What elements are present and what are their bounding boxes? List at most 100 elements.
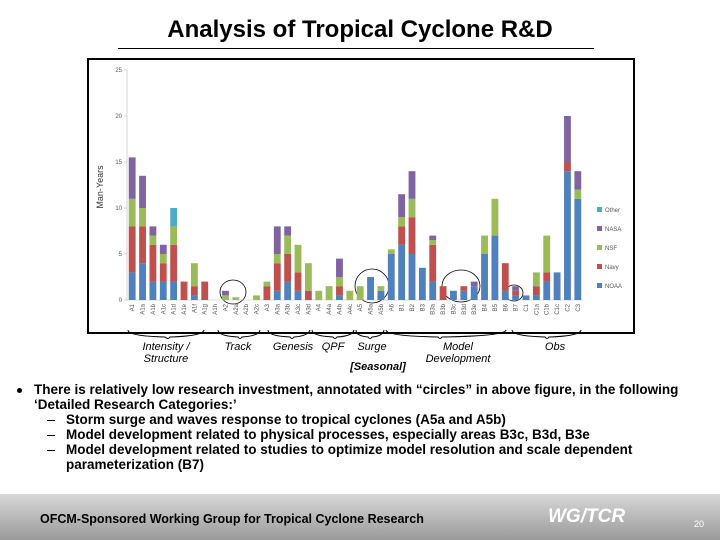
bar-segment xyxy=(336,295,343,300)
bar-segment xyxy=(294,244,302,273)
x-tick-label: C1a xyxy=(534,303,540,315)
bar-segment xyxy=(222,290,229,296)
bar-segment xyxy=(429,240,437,245)
bar-segment xyxy=(450,290,457,300)
bar-segment xyxy=(190,263,198,287)
footer: OFCM-Sponsored Working Group for Tropica… xyxy=(0,494,720,540)
bar-segment xyxy=(387,249,395,254)
legend-label: NSF xyxy=(605,246,617,252)
bar-segment xyxy=(170,244,178,282)
bar-segment xyxy=(532,272,540,287)
bar-segment xyxy=(149,281,157,300)
chart-frame: Man-Years 0 5 10 15 20 25 A1 A1a A1b A1c A1d A1e A1f… xyxy=(87,58,635,334)
sub-bullet: Model development related to physical pr… xyxy=(14,427,704,442)
sub-bullet: Model development related to studies to … xyxy=(14,442,704,472)
x-tick-label: A2b xyxy=(244,303,250,314)
bar-segment xyxy=(128,272,136,300)
bar-segment xyxy=(543,235,551,273)
bar-segment xyxy=(128,226,136,273)
x-tick-label: A6 xyxy=(389,303,395,311)
bar-segment xyxy=(460,290,468,300)
bar-segment xyxy=(460,286,468,291)
x-tick-label: C3 xyxy=(576,303,582,311)
x-tick-label: A1g xyxy=(203,304,209,315)
x-tick-label: C1 xyxy=(524,303,530,311)
legend-label: Other xyxy=(605,208,620,214)
bar-segment xyxy=(273,263,281,291)
x-tick-label: A1 xyxy=(130,303,136,311)
x-tick-label: A3 xyxy=(265,303,271,311)
bar-segment xyxy=(532,286,540,296)
bar-segment xyxy=(304,290,312,300)
bar-segment xyxy=(501,263,509,291)
x-tick-label: B4 xyxy=(483,303,489,311)
group-label: Intensity / Structure xyxy=(142,341,190,365)
bar-segment xyxy=(408,217,416,254)
y-tick-label: 5 xyxy=(119,252,123,258)
bar-segment xyxy=(470,286,478,300)
legend-label: NOAA xyxy=(605,284,622,290)
x-tick-label: B7 xyxy=(514,303,520,311)
x-tick-label: A1d xyxy=(172,304,178,315)
bullets: There is relatively low research investm… xyxy=(14,382,704,472)
page-number: 20 xyxy=(694,519,705,529)
bar-segment xyxy=(284,254,292,282)
bar-segment xyxy=(159,263,167,282)
bar-segment xyxy=(491,235,499,300)
bar-segment xyxy=(232,297,240,300)
bar-segment xyxy=(263,281,271,287)
group-label: [Seasonal] xyxy=(350,361,406,373)
bar-segment xyxy=(387,254,395,300)
annotation-circle xyxy=(441,269,481,303)
bar-segment xyxy=(512,295,520,300)
x-tick-label: A3d xyxy=(306,304,312,315)
bar-segment xyxy=(418,267,426,300)
bar-segment xyxy=(398,244,406,300)
bar-segment xyxy=(522,295,530,300)
x-tick-label: A3b xyxy=(286,303,292,314)
bar-segment xyxy=(190,295,198,300)
bullet: There is relatively low research investm… xyxy=(14,382,704,412)
x-tick-label: C1b xyxy=(545,303,551,315)
y-tick-label: 20 xyxy=(115,114,122,120)
group-braces xyxy=(127,329,582,339)
x-tick-label: B3a xyxy=(431,303,437,314)
bar-segment xyxy=(501,290,509,300)
bar-segment xyxy=(170,226,178,245)
bar-segment xyxy=(429,235,437,241)
bar-segment xyxy=(481,254,488,300)
group-label: Surge xyxy=(357,341,387,353)
x-tick-label: A5 xyxy=(358,303,364,311)
x-tick-label: A2a xyxy=(234,303,240,314)
bar-segment xyxy=(149,226,157,236)
bar-segment xyxy=(263,286,271,300)
x-tick-label: C1c xyxy=(555,304,561,315)
bar-segment xyxy=(253,295,260,300)
bar-segment xyxy=(170,281,178,300)
bar-segment xyxy=(180,281,188,300)
x-tick-label: A3a xyxy=(275,303,281,314)
y-tick-label: 15 xyxy=(115,160,122,166)
x-tick-label: A5b xyxy=(379,303,385,314)
bar-segment xyxy=(128,157,136,199)
bar-segment xyxy=(273,290,281,300)
x-tick-label: A2c xyxy=(255,304,261,314)
bar-segment xyxy=(543,281,551,300)
bar-segment xyxy=(273,226,281,254)
y-tick-label: 25 xyxy=(115,68,122,74)
group-label: Genesis xyxy=(272,341,314,353)
bar-segment xyxy=(284,235,292,254)
slide-title: Analysis of Tropical Cyclone R&D xyxy=(167,16,553,43)
x-tick-label: A1e xyxy=(182,303,188,314)
bar-segment xyxy=(408,254,416,300)
bar-segment xyxy=(159,244,167,254)
bar-segment xyxy=(315,290,323,300)
x-tick-label: A3c xyxy=(296,304,302,314)
bar-segment xyxy=(377,290,385,300)
x-tick-label: A1b xyxy=(151,303,157,314)
y-tick-label: 10 xyxy=(115,206,122,212)
group-label: QPF xyxy=(321,341,345,353)
bar-segment xyxy=(377,286,385,291)
bar-segment xyxy=(139,175,146,208)
sub-bullet: Storm surge and waves response to tropic… xyxy=(14,412,704,427)
